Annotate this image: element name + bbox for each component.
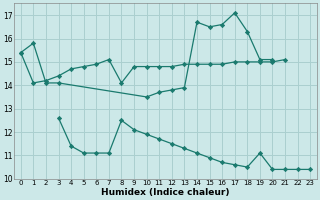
X-axis label: Humidex (Indice chaleur): Humidex (Indice chaleur): [101, 188, 230, 197]
